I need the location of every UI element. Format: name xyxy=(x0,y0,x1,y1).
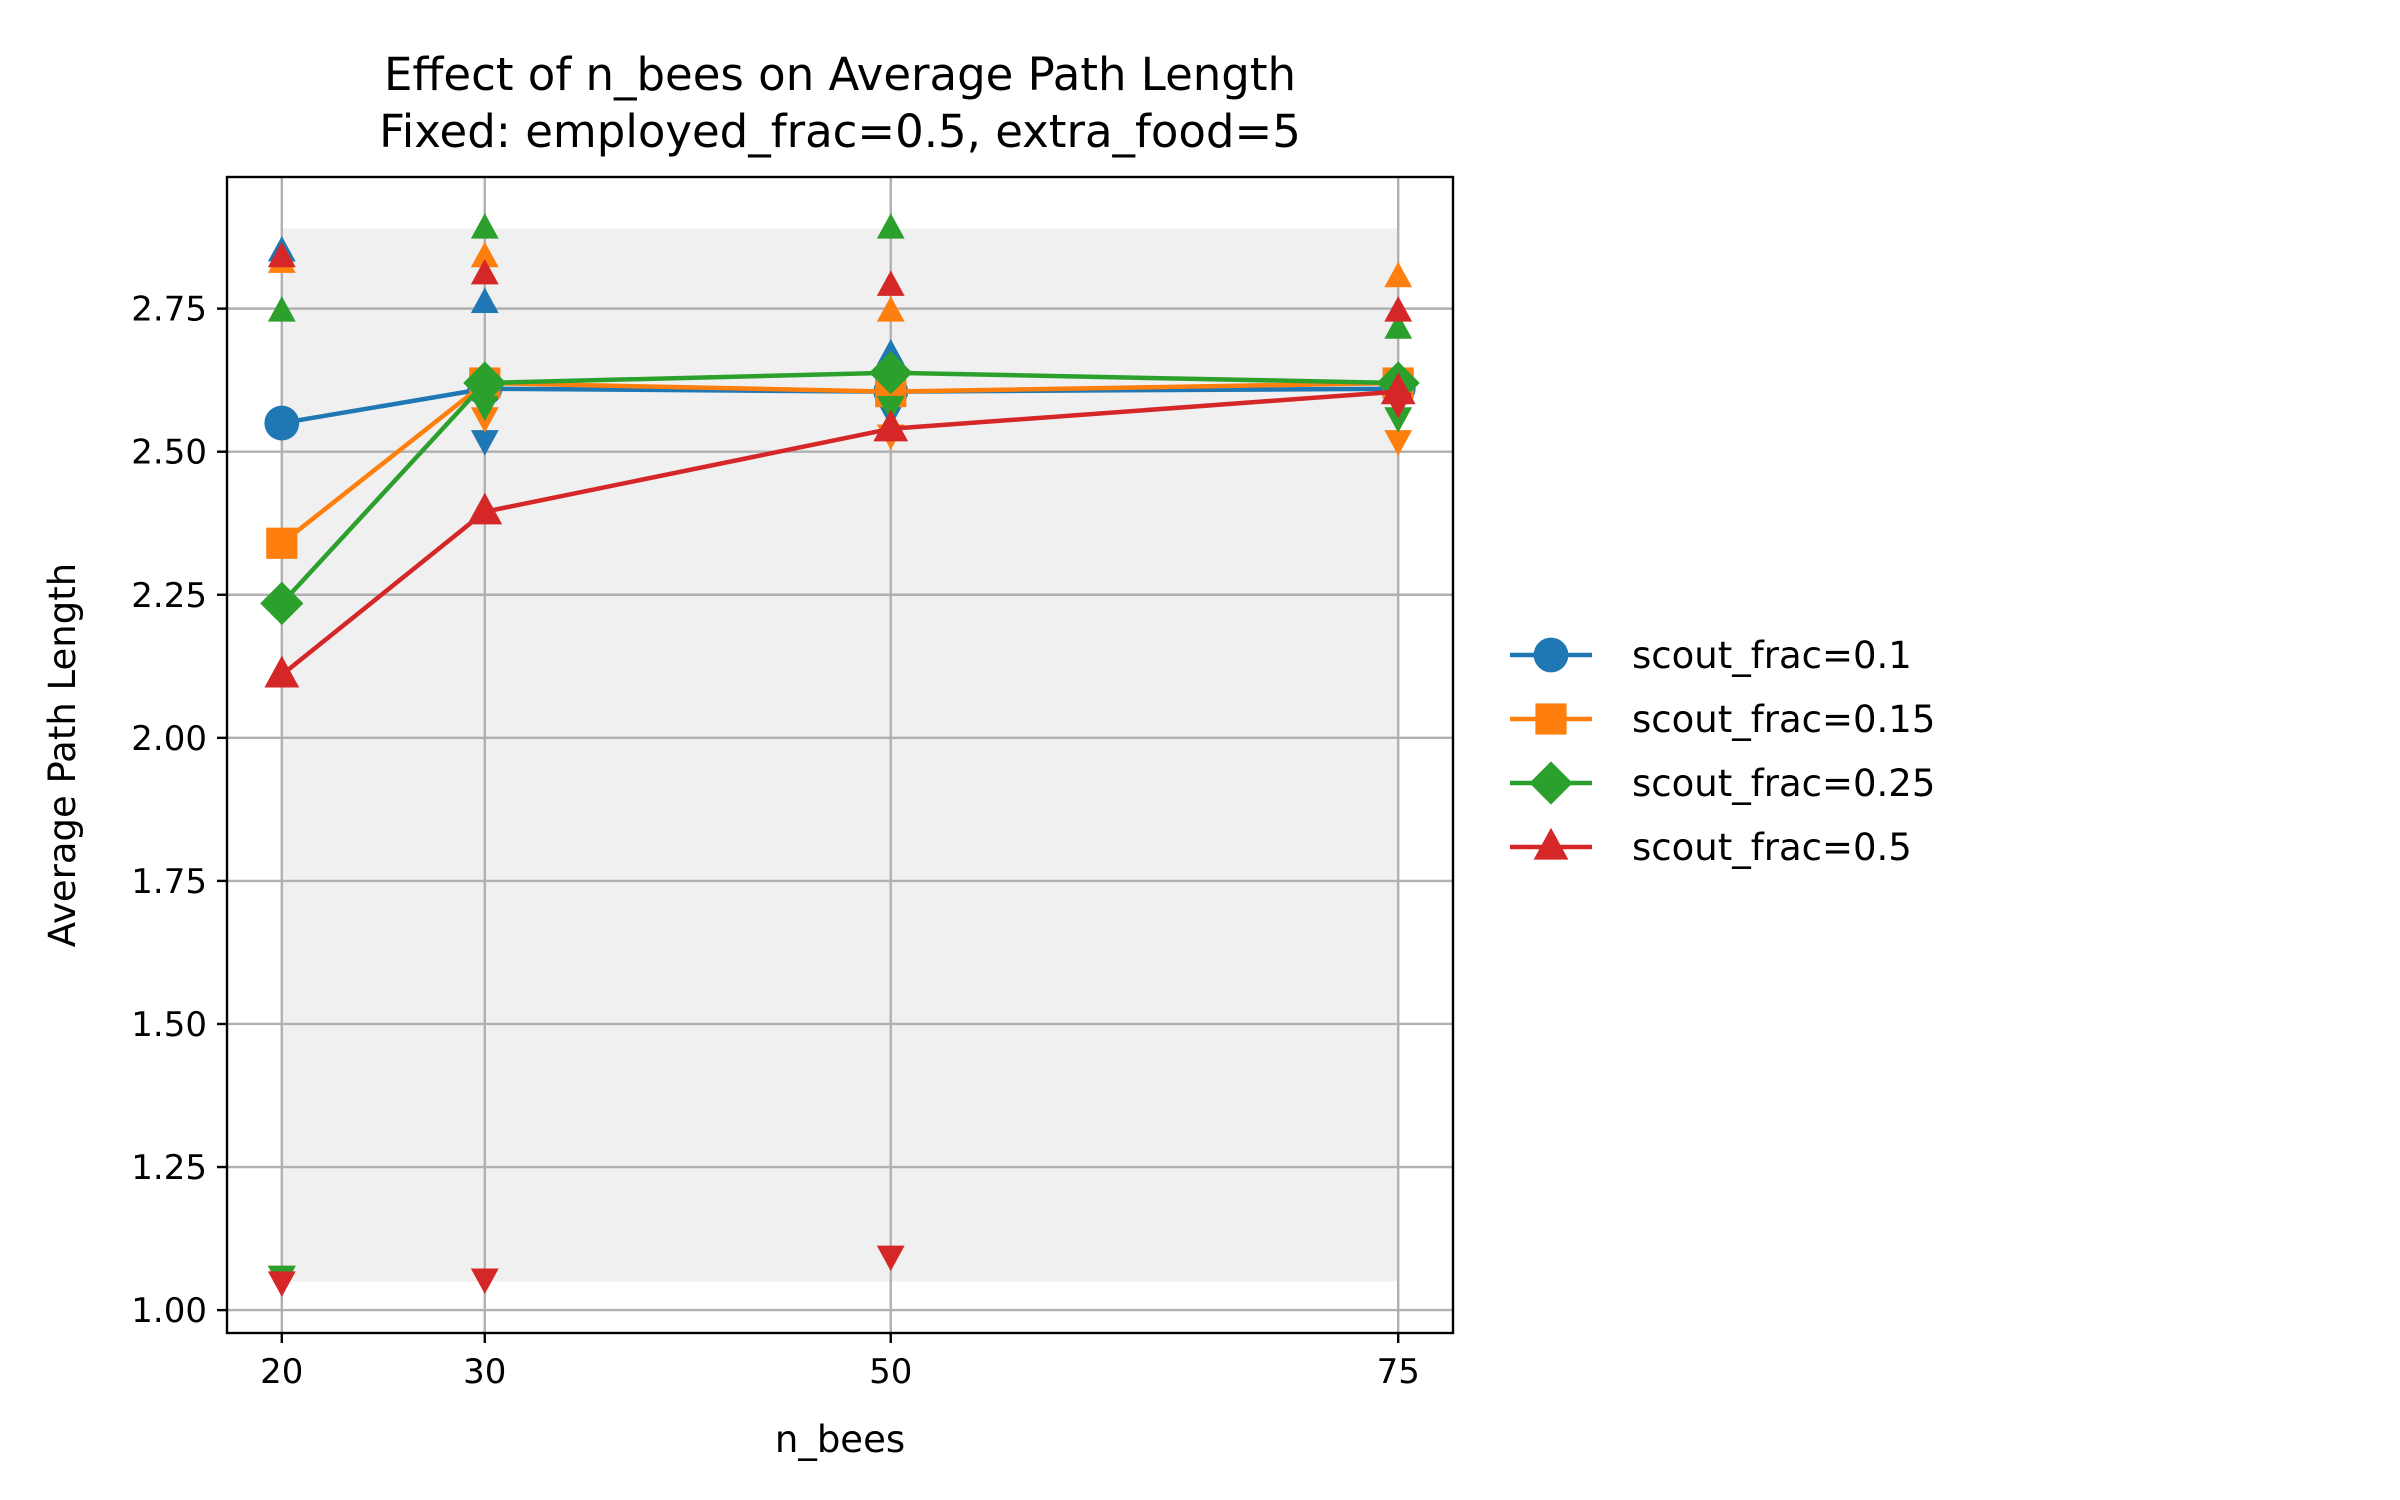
series-line xyxy=(280,380,1399,546)
chart-title: Effect of n_bees on Average Path Length xyxy=(384,48,1296,101)
data-point xyxy=(463,361,507,405)
max-point-marker xyxy=(470,241,499,268)
legend-label: scout_frac=0.15 xyxy=(1632,698,1935,741)
x-tick-label: 30 xyxy=(463,1352,506,1392)
legend-label: scout_frac=0.5 xyxy=(1632,826,1912,869)
y-tick-label: 2.25 xyxy=(131,576,207,616)
max-point-marker xyxy=(876,270,905,296)
x-tick-label: 50 xyxy=(869,1352,912,1392)
series-scout_frac=0.5 xyxy=(264,241,1416,1297)
y-tick-label: 2.75 xyxy=(131,290,207,330)
x-tick-label: 20 xyxy=(260,1352,303,1392)
legend-item: scout_frac=0.25 xyxy=(1510,761,1935,805)
data-point xyxy=(266,527,298,559)
y-tick-label: 1.75 xyxy=(131,862,207,902)
max-point-marker xyxy=(876,296,905,322)
chart-subtitle: Fixed: employed_frac=0.5, extra_food=5 xyxy=(379,105,1301,158)
data-point xyxy=(869,351,913,395)
max-point-marker xyxy=(1384,296,1413,322)
legend: scout_frac=0.1 scout_frac=0.15 scout_frac=… xyxy=(1510,634,1935,869)
x-axis-label: n_bees xyxy=(775,1418,905,1461)
legend-item: scout_frac=0.15 xyxy=(1510,698,1935,741)
y-tick-label: 2.00 xyxy=(131,719,207,759)
legend-marker xyxy=(1533,827,1569,860)
y-tick-label: 2.50 xyxy=(131,433,207,473)
series-line xyxy=(281,386,1399,426)
min-point-marker xyxy=(267,1271,296,1297)
y-tick-label: 1.25 xyxy=(131,1148,207,1188)
series-line xyxy=(280,370,1399,605)
plot-area: 20 30 50 75 1.00 1.25 1.50 1.75 2.00 2.25 2.50 2.75 xyxy=(131,175,1455,1392)
max-point-marker xyxy=(876,213,905,239)
legend-label: scout_frac=0.1 xyxy=(1632,634,1912,677)
data-point xyxy=(260,581,304,625)
min-point-marker xyxy=(470,430,499,456)
max-point-marker xyxy=(470,213,499,239)
legend-item: scout_frac=0.1 xyxy=(1510,634,1912,677)
data-point xyxy=(264,655,300,688)
max-point-marker xyxy=(470,287,499,313)
legend-label: scout_frac=0.25 xyxy=(1632,762,1935,805)
x-tick-label: 75 xyxy=(1377,1352,1420,1392)
data-point xyxy=(873,409,909,442)
data-point xyxy=(467,492,503,525)
min-point-marker xyxy=(470,395,499,422)
min-point-marker xyxy=(876,395,905,422)
legend-item: scout_frac=0.5 xyxy=(1510,826,1912,869)
series-line xyxy=(280,389,1399,677)
data-point xyxy=(264,405,300,441)
max-point-marker xyxy=(1384,261,1413,288)
y-axis-label: Average Path Length xyxy=(41,563,84,947)
min-point-marker xyxy=(1384,407,1413,433)
max-point-marker xyxy=(267,296,296,322)
legend-marker xyxy=(1533,637,1569,673)
min-point-marker xyxy=(470,1268,499,1294)
data-point xyxy=(1380,372,1416,405)
legend-marker xyxy=(1535,703,1567,735)
y-tick-label: 1.00 xyxy=(131,1291,207,1331)
max-point-marker xyxy=(1384,313,1413,339)
y-tick-label: 1.50 xyxy=(131,1005,207,1045)
plot-frame xyxy=(225,175,1455,1335)
min-point-marker xyxy=(876,1245,905,1272)
max-point-marker xyxy=(267,241,296,268)
legend-marker xyxy=(1529,761,1573,805)
min-point-marker xyxy=(1384,430,1413,456)
max-point-marker xyxy=(470,258,499,285)
